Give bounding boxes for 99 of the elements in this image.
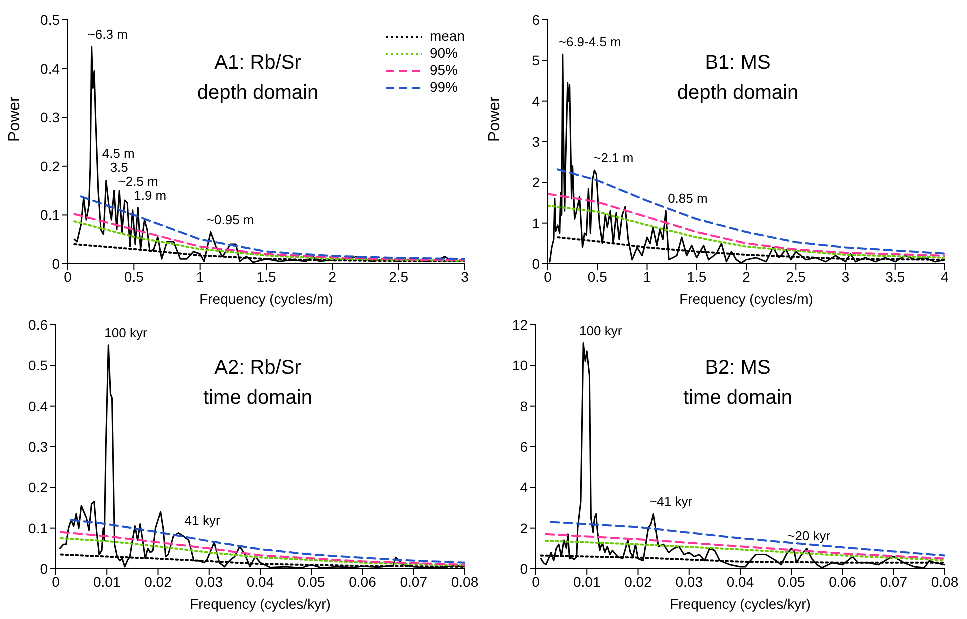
y-tick-label: 12 [512,316,528,333]
x-tick-label: 0.07 [880,574,908,590]
x-tick-label: 0.04 [726,574,754,590]
line-series [548,204,945,259]
y-tick-label: 0.4 [28,398,48,414]
x-tick-label: 1 [196,268,204,285]
line-series [556,168,945,255]
annotation: ~6.9-4.5 m [558,34,622,50]
x-tick-label: 2 [742,268,751,285]
y-tick-label: 0.4 [40,60,60,77]
x-axis-title: Frequency (cycles/m) [200,291,334,307]
annotation: ~6.3 m [88,26,128,42]
y-tick-label: 0 [52,256,60,272]
y-tick-label: 0.5 [28,358,48,374]
y-tick-label: 1 [532,215,540,232]
x-tick-label: 0.06 [349,574,377,590]
x-tick-label: 0.5 [124,268,144,285]
x-tick-label: 0.06 [829,574,857,590]
x-tick-label: 0.02 [144,574,172,590]
x-tick-label: 3 [461,268,470,285]
x-tick-label: 4 [941,268,950,285]
y-tick-label: 2 [532,174,540,191]
legend-label: 99% [430,79,458,96]
y-tick-label: 0.6 [28,316,48,333]
annotation: 3.5 [110,160,128,175]
line-series [548,193,945,257]
line-series [545,533,945,560]
x-tick-label: 2.5 [786,268,806,285]
x-tick-label: 0.01 [94,574,121,590]
annotation: 4.5 m [102,146,135,161]
y-tick-label: 0.1 [40,207,60,224]
x-tick-label: 0.03 [196,574,224,590]
x-tick-label: 2.5 [389,268,409,285]
text: time domain [682,386,794,411]
y-tick-label: 10 [512,358,528,374]
x-tick-label: 1.5 [256,268,276,285]
text: B1: MS [704,51,772,76]
y-tick-label: 3 [532,134,540,150]
x-tick-label: 0 [544,268,552,285]
text: time domain [202,386,314,411]
y-tick-label: 0.2 [28,480,48,496]
annotation: 100 kyr [104,325,148,340]
x-axis-title: Frequency (cycles/m) [680,291,814,307]
legend-label: mean [430,28,465,45]
x-tick-label: 0.08 [931,574,959,590]
x-tick-label: 1.5 [687,268,707,285]
y-tick-label: 8 [520,398,528,414]
text: B2: MS [704,356,772,381]
y-tick-label: 4 [532,93,540,110]
x-tick-label: 0.02 [624,574,652,590]
annotation: ~2.1 m [594,150,634,166]
y-tick-label: 0 [520,560,528,577]
y-tick-label: 2 [520,520,528,536]
x-tick-label: 0.05 [298,574,326,590]
text: A2: Rb/Sr [214,356,302,381]
line-series [60,531,465,566]
x-tick-label: 0.07 [400,574,428,590]
x-tick-label: 0.04 [246,574,274,590]
x-axis-title: Frequency (cycles/kyr) [670,596,811,612]
y-tick-label: 0.3 [28,438,48,455]
annotation: 1.9 m [134,188,167,203]
x-tick-label: 0.05 [778,574,806,590]
x-tick-label: 2 [328,268,337,285]
x-tick-label: 3.5 [886,268,906,285]
annotation: 100 kyr [580,323,623,338]
x-tick-label: 0.08 [451,574,479,590]
y-tick-label: 0.3 [40,110,60,126]
y-tick-label: 0 [532,256,540,272]
y-tick-label: 5 [532,52,540,69]
annotation: ~41 kyr [650,494,694,510]
y-tick-label: 0 [40,560,48,577]
y-tick-label: 6 [520,438,528,455]
x-axis-title: Frequency (cycles/kyr) [190,596,331,612]
x-tick-label: 0.01 [574,574,601,590]
annotation: ~0.95 m [206,212,254,228]
annotation: 41 kyr [184,513,221,528]
annotation: ~2.5 m [118,174,158,189]
line-series [550,521,945,557]
y-tick-label: 0.5 [40,12,60,28]
x-tick-label: 0.03 [676,574,704,590]
legend-label: 90% [430,45,458,62]
y-tick-label: 6 [532,12,540,28]
annotation: 0.85 m [668,191,708,206]
annotation: ~20 kyr [788,528,832,544]
y-axis-title: Power [486,96,504,142]
y-tick-label: 4 [520,480,528,496]
x-tick-label: 0.5 [588,268,608,285]
y-tick-label: 0.1 [28,520,48,536]
line-series [74,213,465,262]
x-tick-label: 1 [643,268,652,285]
text: depth domain [196,81,320,106]
y-tick-label: 0.2 [40,158,60,174]
legend-label: 95% [430,62,458,79]
text: depth domain [676,81,800,106]
line-series [60,538,465,567]
y-axis-title: Power [6,96,24,142]
text: A1: Rb/Sr [214,51,302,76]
x-tick-label: 0 [64,268,72,285]
x-tick-label: 3 [842,268,850,285]
